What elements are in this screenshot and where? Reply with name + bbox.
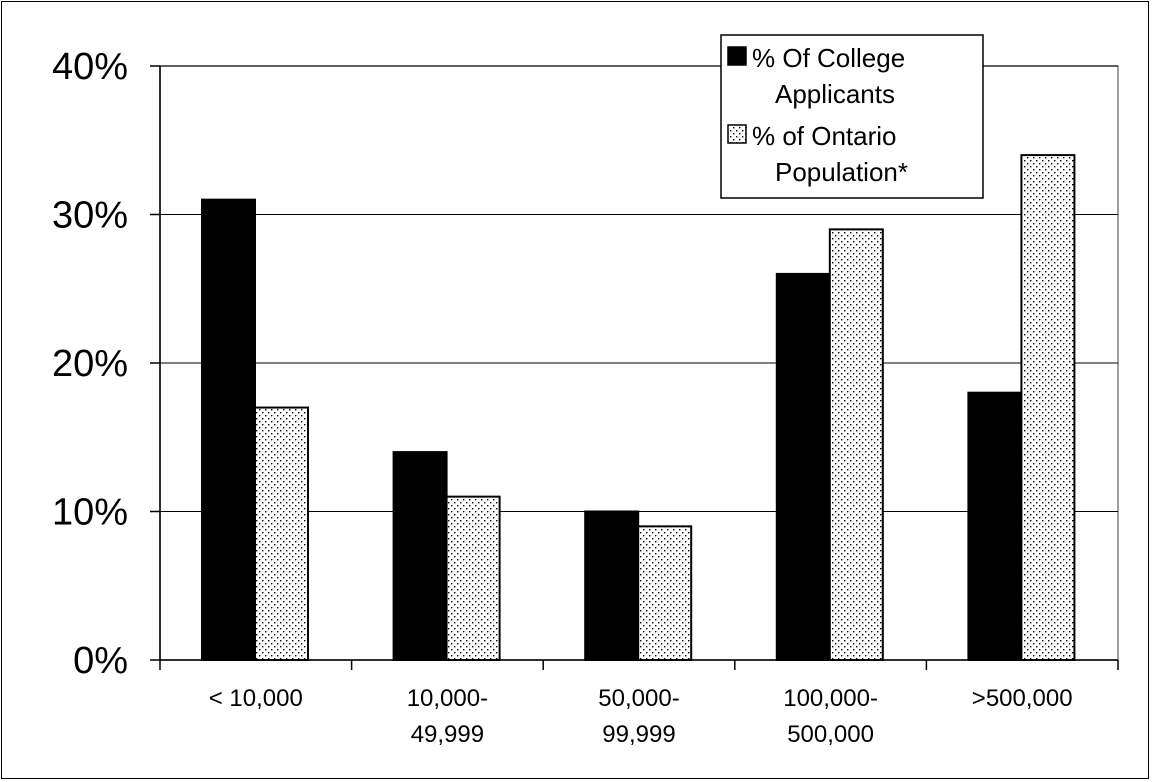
legend-swatch-2 <box>727 124 747 144</box>
bar-series-2-cat-3 <box>637 525 693 661</box>
legend-label-2: % of Ontario Population* <box>752 121 908 187</box>
bar-series-2-cat-2 <box>445 495 501 661</box>
y-tick-label: 20% <box>52 343 128 385</box>
y-tick-label: 10% <box>52 492 128 534</box>
x-tick-label: 10,000-49,999 <box>407 685 488 748</box>
bar-series-1-cat-1 <box>201 198 256 661</box>
x-tick-labels: < 10,000 10,000-49,999 50,000-99,999 100,00… <box>209 685 1073 748</box>
legend: % Of College Applicants % of Ontario Popula… <box>720 34 984 199</box>
x-tick-label: >500,000 <box>972 685 1073 712</box>
bar-series-1-cat-5 <box>967 391 1023 661</box>
y-tick-label: 40% <box>52 46 128 88</box>
legend-swatch-1 <box>727 46 747 66</box>
bars-group <box>201 154 1076 661</box>
x-tick-label: 50,000-99,999 <box>598 685 679 748</box>
legend-label-1: % Of College Applicants <box>752 43 905 109</box>
bar-series-1-cat-2 <box>392 451 448 661</box>
bar-series-2-cat-5 <box>1020 154 1076 661</box>
bar-series-2-cat-1 <box>254 406 309 661</box>
bar-series-1-cat-3 <box>584 510 640 661</box>
x-tick-label: < 10,000 <box>209 685 303 712</box>
y-tick-label: 0% <box>73 640 128 682</box>
legend-box <box>720 34 984 199</box>
axes-group <box>150 65 1119 670</box>
y-tick-label: 30% <box>52 195 128 237</box>
bar-series-1-cat-4 <box>775 272 831 661</box>
x-tick-label: 100,000-500,000 <box>783 685 878 748</box>
y-tick-labels: 0% 10% 20% 30% 40% <box>52 46 128 682</box>
bar-series-2-cat-4 <box>828 228 884 661</box>
